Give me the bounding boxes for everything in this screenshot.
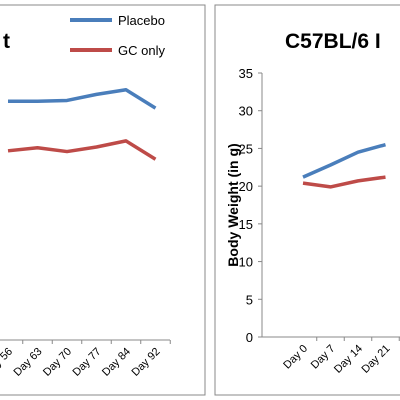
legend-label: GC only <box>118 43 165 58</box>
x-tick-label: Day 63 <box>11 346 44 379</box>
y-tick-label: 20 <box>239 179 253 194</box>
legend-label: Placebo <box>118 13 165 28</box>
series-line <box>8 88 157 110</box>
x-tick-label: Day 92 <box>129 346 162 379</box>
chart-title: t <box>3 30 10 53</box>
y-tick-label: 0 <box>246 330 253 345</box>
series-line <box>302 175 386 189</box>
y-tick-label: 30 <box>239 104 253 119</box>
y-tick-label: 35 <box>239 66 253 81</box>
right-panel-border <box>214 4 400 396</box>
y-axis-label: Body Weight (in g) <box>225 143 241 266</box>
chart-title: C57BL/6 I <box>285 30 381 53</box>
series-line <box>302 142 386 179</box>
y-tick-label: 10 <box>239 255 253 270</box>
x-tick-label: Day 0 <box>281 343 310 372</box>
y-tick-label: 15 <box>239 217 253 232</box>
left-panel-border <box>0 4 206 396</box>
x-tick-label: Day 77 <box>70 346 103 379</box>
x-tick-label: Day 84 <box>100 346 133 379</box>
series-line <box>7 139 157 161</box>
y-tick-label: 25 <box>239 141 253 156</box>
x-tick-label: Day 56 <box>0 346 15 379</box>
x-tick-label: Day 70 <box>41 346 74 379</box>
y-tick-label: 5 <box>246 292 253 307</box>
x-tick-label: Day 21 <box>359 343 392 376</box>
x-tick-label: Day 14 <box>332 343 365 376</box>
